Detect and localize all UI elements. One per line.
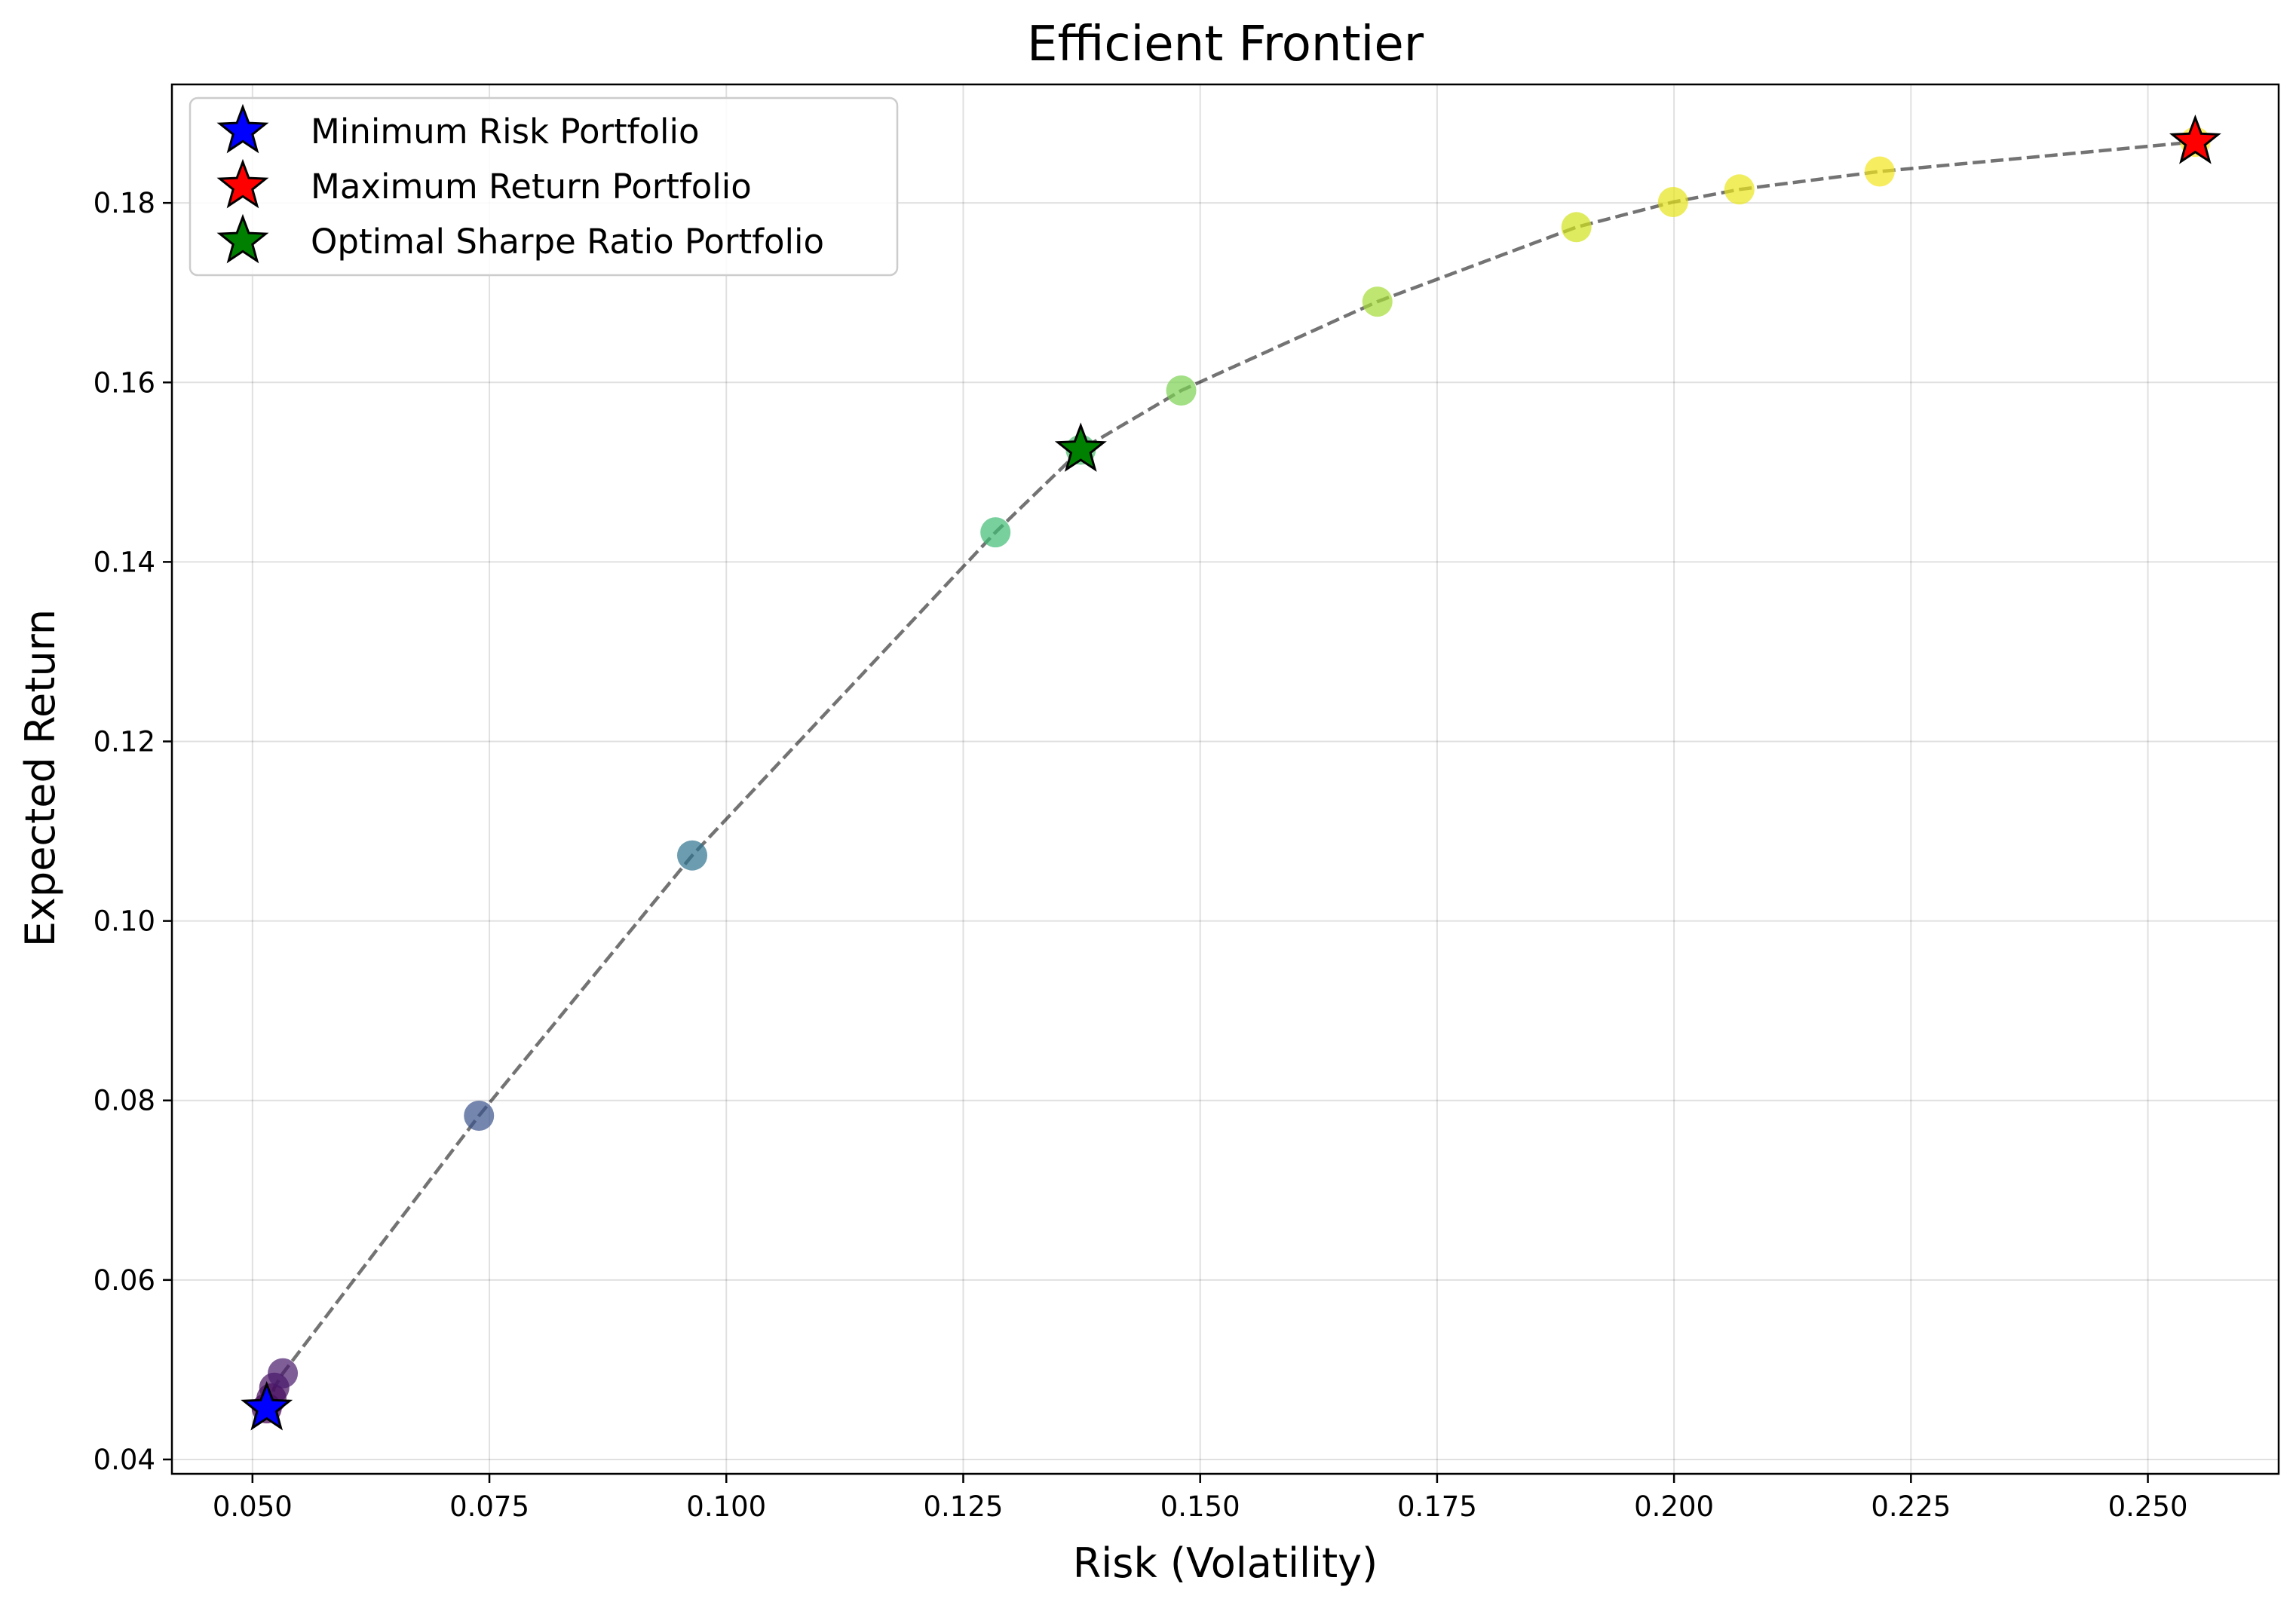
x-tick-label: 0.100 bbox=[686, 1490, 766, 1523]
frontier-point bbox=[464, 1100, 495, 1131]
y-tick-label: 0.12 bbox=[93, 725, 155, 758]
y-tick-label: 0.18 bbox=[93, 187, 155, 219]
chart-title: Efficient Frontier bbox=[1027, 17, 1424, 72]
legend-marker-min-risk-star bbox=[216, 103, 269, 154]
frontier-point bbox=[1864, 156, 1895, 187]
x-tick-label: 0.250 bbox=[2108, 1490, 2188, 1523]
y-tick-label: 0.10 bbox=[93, 905, 155, 938]
x-tick-label: 0.175 bbox=[1397, 1490, 1477, 1523]
highlighted-portfolios bbox=[241, 114, 2221, 1431]
plot-frame bbox=[170, 83, 2280, 1475]
frontier-point bbox=[268, 1358, 299, 1389]
y-tick-label: 0.06 bbox=[93, 1264, 155, 1297]
grid-lines bbox=[172, 84, 2279, 1474]
x-tick-label: 0.050 bbox=[213, 1490, 293, 1523]
y-tick-label: 0.16 bbox=[93, 366, 155, 399]
x-tick-label: 0.225 bbox=[1871, 1490, 1951, 1523]
frontier-point bbox=[677, 840, 708, 871]
y-axis-label: Expected Return bbox=[17, 609, 64, 947]
x-tick-label: 0.200 bbox=[1634, 1490, 1714, 1523]
frontier-point bbox=[980, 517, 1011, 548]
frontier-point bbox=[1166, 375, 1197, 406]
frontier-point bbox=[1362, 286, 1393, 317]
legend-label: Minimum Risk Portfolio bbox=[311, 112, 700, 152]
x-axis-label: Risk (Volatility) bbox=[1073, 1539, 1378, 1587]
optimal-sharpe-star bbox=[1054, 422, 1107, 472]
x-tick-label: 0.075 bbox=[449, 1490, 529, 1523]
legend-marker-max-return-star bbox=[216, 158, 269, 209]
frontier-point bbox=[1724, 174, 1755, 205]
min-risk-star bbox=[241, 1380, 293, 1431]
legend-label: Optimal Sharpe Ratio Portfolio bbox=[311, 222, 824, 262]
y-tick-label: 0.08 bbox=[93, 1085, 155, 1117]
max-return-star bbox=[2169, 114, 2221, 164]
frontier-point bbox=[1561, 212, 1592, 243]
x-tick-label: 0.125 bbox=[924, 1490, 1004, 1523]
y-tick-label: 0.14 bbox=[93, 546, 155, 578]
legend-marker-optimal-sharpe-star bbox=[216, 213, 269, 264]
legend-box bbox=[189, 96, 899, 277]
y-tick-label: 0.04 bbox=[93, 1444, 155, 1476]
frontier-point bbox=[1657, 186, 1688, 217]
x-tick-label: 0.150 bbox=[1160, 1490, 1240, 1523]
legend-label: Maximum Return Portfolio bbox=[311, 167, 752, 207]
legend: Minimum Risk Portfolio Maximum Return Por… bbox=[189, 96, 899, 277]
axis-ticks: 0.050 0.075 0.100 0.125 0.150 0.175 0.200 0.225… bbox=[93, 187, 2188, 1523]
